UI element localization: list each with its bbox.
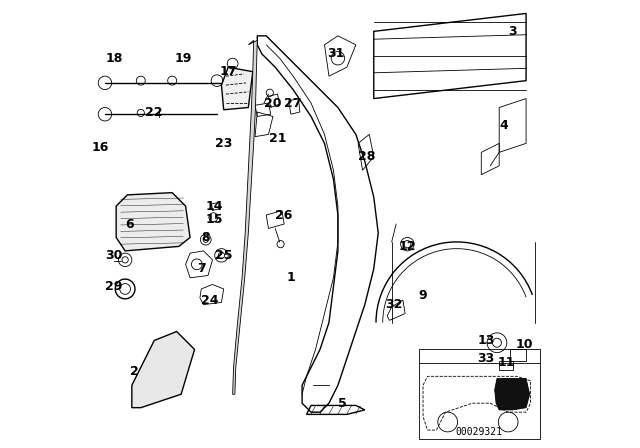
Text: 16: 16 <box>92 141 109 155</box>
Text: 21: 21 <box>269 132 286 146</box>
Text: 26: 26 <box>275 208 293 222</box>
Text: 17: 17 <box>220 65 237 78</box>
Polygon shape <box>116 193 190 251</box>
Text: 25: 25 <box>215 249 232 262</box>
Text: 6: 6 <box>125 217 134 231</box>
Text: 9: 9 <box>419 289 428 302</box>
Text: 11: 11 <box>497 356 515 370</box>
Text: 32: 32 <box>385 298 403 311</box>
Text: 12: 12 <box>399 240 416 253</box>
Text: 28: 28 <box>358 150 376 164</box>
Text: 18: 18 <box>105 52 123 65</box>
Text: 31: 31 <box>327 47 344 60</box>
Polygon shape <box>221 67 253 110</box>
Text: 23: 23 <box>215 137 232 150</box>
Text: 22: 22 <box>145 105 163 119</box>
Polygon shape <box>132 332 195 408</box>
Text: 3: 3 <box>508 25 517 38</box>
Text: 14: 14 <box>206 199 223 213</box>
Text: 2: 2 <box>130 365 138 379</box>
Text: 4: 4 <box>499 119 508 132</box>
Text: 29: 29 <box>105 280 123 293</box>
Polygon shape <box>233 40 257 394</box>
Polygon shape <box>495 379 530 410</box>
Text: 8: 8 <box>202 231 210 244</box>
Text: 20: 20 <box>264 96 282 110</box>
Text: 1: 1 <box>287 271 295 284</box>
Text: 24: 24 <box>202 293 219 307</box>
Text: 7: 7 <box>197 262 205 276</box>
Text: 27: 27 <box>284 96 302 110</box>
Text: 00029321: 00029321 <box>456 427 502 437</box>
Text: 5: 5 <box>338 396 347 410</box>
Text: 10: 10 <box>515 338 532 352</box>
Text: 33: 33 <box>477 352 494 365</box>
Text: 30: 30 <box>105 249 123 262</box>
Text: 13: 13 <box>477 334 495 347</box>
Text: 19: 19 <box>175 52 192 65</box>
Text: 15: 15 <box>206 213 223 226</box>
